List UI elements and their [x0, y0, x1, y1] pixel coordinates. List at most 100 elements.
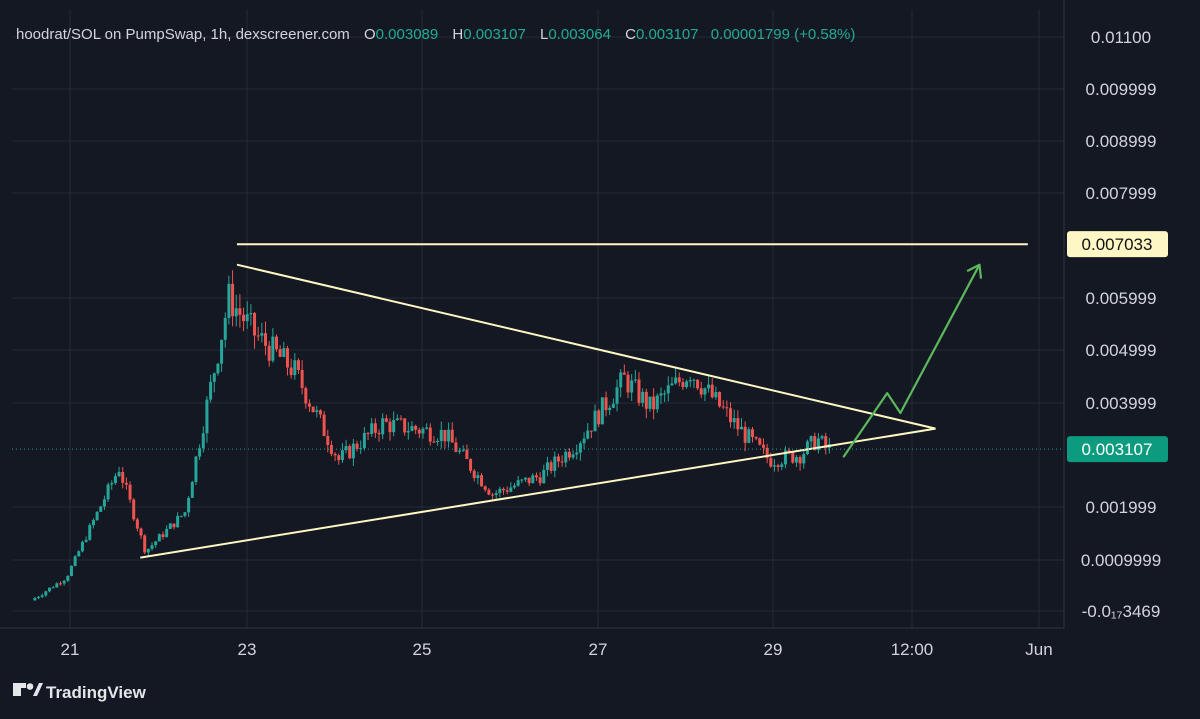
candle-bullish — [740, 426, 744, 430]
candle-bearish — [487, 489, 491, 495]
candle-bullish — [553, 456, 557, 471]
candle-bearish — [242, 314, 246, 322]
candle-bullish — [234, 308, 238, 317]
candle-bearish — [414, 426, 418, 430]
candle-bullish — [458, 450, 462, 452]
candle-bullish — [509, 487, 513, 492]
legend-change: 0.00001799 (+0.58%) — [711, 26, 856, 43]
candle-bearish — [681, 382, 685, 388]
time-tick-label: 27 — [589, 640, 608, 659]
candle-bullish — [802, 454, 806, 464]
candle-bullish — [582, 438, 586, 444]
candle-bearish — [311, 406, 315, 413]
candle-bullish — [91, 520, 95, 526]
candle-bullish — [150, 545, 154, 549]
candle-bullish — [633, 379, 637, 381]
candle-bullish — [33, 598, 37, 601]
candle-bullish — [190, 481, 194, 498]
candle-bearish — [534, 475, 538, 478]
candle-bullish — [747, 429, 751, 443]
candle-bearish — [567, 451, 571, 458]
candle-bullish — [95, 511, 99, 521]
candle-bullish — [523, 477, 527, 480]
candle-bearish — [132, 499, 136, 520]
candle-bullish — [630, 380, 634, 393]
candle-bullish — [227, 283, 231, 318]
candle-bullish — [187, 497, 191, 513]
candle-bearish — [626, 374, 630, 393]
candle-bullish — [44, 591, 48, 596]
candle-bullish — [794, 457, 798, 463]
legend-low-label: L — [540, 26, 548, 43]
candle-bullish — [351, 443, 355, 459]
candle-bullish — [575, 452, 579, 455]
candle-bullish — [392, 419, 396, 433]
candle-bearish — [736, 418, 740, 430]
candle-bullish — [421, 428, 425, 434]
candle-bullish — [73, 556, 77, 566]
candle-bullish — [436, 440, 440, 443]
candle-bearish — [267, 345, 271, 361]
candle-bullish — [410, 426, 414, 431]
candle-bearish — [121, 472, 125, 483]
candle-bearish — [231, 283, 235, 317]
candle-bearish — [502, 488, 506, 491]
candle-bullish — [714, 392, 718, 398]
candle-bullish — [282, 348, 286, 357]
candle-bearish — [384, 418, 388, 422]
candle-bullish — [344, 445, 348, 451]
time-axis[interactable]: 21 23 25 27 29 12:00 Jun — [61, 640, 1053, 659]
candle-bearish — [472, 470, 476, 479]
price-tick-label: 0.01100 — [1091, 28, 1151, 47]
candle-bullish — [69, 565, 73, 576]
candle-bearish — [337, 455, 341, 461]
price-tick-label: 0.008999 — [1086, 132, 1157, 151]
candle-bullish — [40, 595, 44, 597]
candle-bearish — [798, 457, 802, 464]
resistance-price-badge — [1067, 231, 1168, 258]
candle-bullish — [179, 515, 183, 517]
candle-bearish — [322, 414, 326, 436]
candle-bullish — [260, 333, 264, 336]
candle-bullish — [271, 336, 275, 361]
candle-bearish — [289, 367, 293, 376]
candle-bullish — [62, 580, 66, 584]
candle-bearish — [329, 445, 333, 454]
candle-bullish — [362, 433, 366, 449]
candle-bearish — [505, 490, 509, 492]
candle-bearish — [348, 445, 352, 459]
candle-bearish — [124, 482, 128, 485]
candle-bearish — [388, 421, 392, 433]
candle-bearish — [253, 313, 257, 336]
candle-bullish — [648, 396, 652, 409]
candle-bearish — [483, 486, 487, 490]
candle-bullish — [516, 480, 520, 486]
candle-bearish — [135, 519, 139, 529]
candle-bullish — [315, 410, 319, 413]
tradingview-brand[interactable]: TradingView — [13, 683, 147, 702]
legend-close-value: 0.003107 — [636, 26, 699, 43]
price-axis[interactable]: 0.01100 0.009999 0.008999 0.007999 0.005999 0… — [1067, 28, 1168, 621]
candle-bullish — [608, 407, 612, 411]
time-tick-label: 23 — [238, 640, 257, 659]
resistance-price-label: 0.007033 — [1082, 235, 1153, 254]
candle-bullish — [37, 596, 41, 599]
price-tick-label: 0.0009999 — [1081, 551, 1161, 570]
candle-bearish — [787, 450, 791, 453]
candle-bearish — [366, 433, 370, 435]
last-price-badge — [1067, 436, 1168, 463]
candle-bullish — [513, 485, 517, 488]
candle-bullish — [176, 516, 180, 528]
candle-bullish — [564, 451, 568, 463]
annotations — [12, 243, 1064, 559]
candle-bullish — [611, 403, 615, 408]
candle-bullish — [820, 436, 824, 439]
legend-open-label: O — [364, 26, 376, 43]
candle-bearish — [824, 436, 828, 448]
legend-low-value: 0.003064 — [548, 26, 611, 43]
candle-bearish — [560, 461, 564, 463]
candle-bearish — [696, 379, 700, 389]
candle-bullish — [113, 476, 117, 484]
